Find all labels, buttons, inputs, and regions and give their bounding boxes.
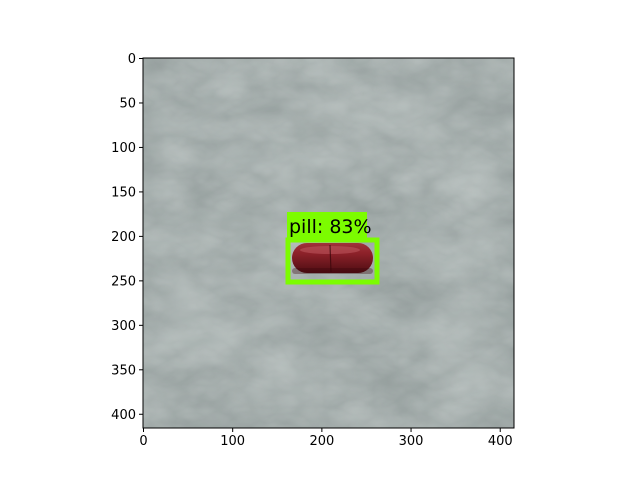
- y-axis: 0 50 100 150 200 250 300 350 400: [111, 52, 143, 423]
- pill-capsule: [292, 243, 373, 274]
- photo: [143, 58, 514, 428]
- y-tick-label: 300: [111, 319, 136, 334]
- detection-label-background: [287, 212, 367, 240]
- y-tick-label: 150: [111, 185, 136, 200]
- y-tick-label: 250: [111, 274, 136, 289]
- x-tick-label: 0: [139, 434, 147, 449]
- detection-bounding-box: [285, 237, 380, 285]
- x-tick-label: 100: [220, 434, 245, 449]
- x-tick-label: 200: [309, 434, 334, 449]
- y-tick-label: 0: [128, 52, 136, 67]
- x-tick-label: 300: [399, 434, 424, 449]
- x-tick-label: 400: [488, 434, 513, 449]
- y-tick-label: 50: [119, 96, 136, 111]
- y-tick-label: 400: [111, 408, 136, 423]
- detection-overlay: pill: 83%: [285, 212, 380, 285]
- y-tick-label: 100: [111, 141, 136, 156]
- axes-frame: [142, 57, 515, 429]
- detection-label: pill: 83%: [289, 216, 372, 238]
- y-tick-label: 350: [111, 363, 136, 378]
- y-tick-label: 200: [111, 230, 136, 245]
- x-axis: 0 100 200 300 400: [139, 428, 513, 449]
